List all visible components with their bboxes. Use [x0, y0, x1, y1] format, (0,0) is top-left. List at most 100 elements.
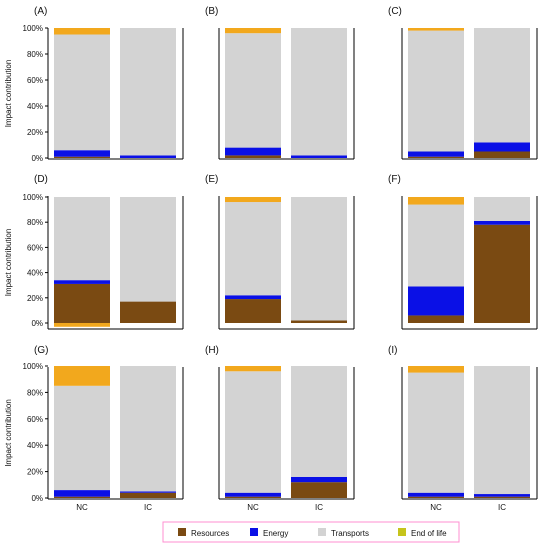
panel-label: (G) [34, 345, 48, 356]
bar-segment [225, 492, 281, 497]
bar-segment [408, 156, 464, 158]
panel-label: (F) [388, 174, 401, 185]
bar-segment [225, 202, 281, 296]
bar-segment [474, 496, 530, 498]
y-tick-label: 100% [23, 362, 43, 371]
bar-segment [54, 197, 110, 281]
legend-swatch [318, 528, 326, 536]
bar-segment [474, 28, 530, 143]
chart-panel: (G) 0% 20% 40% 60% 80% 100% Impact contribution… [4, 345, 184, 512]
panel-label: (D) [34, 174, 48, 185]
bar-segment [408, 151, 464, 157]
bar-segment [408, 204, 464, 287]
chart-panel: (C) [388, 6, 538, 160]
panel-label: (I) [388, 345, 397, 356]
bar-segment [54, 366, 110, 386]
y-axis-title: Impact contribution [4, 60, 13, 128]
bar-segment [474, 494, 530, 497]
panel-label: (B) [205, 6, 218, 17]
bar-segment [225, 366, 281, 372]
chart-panel: (E) [205, 174, 355, 330]
legend: Resources Energy Transports End of life [162, 521, 460, 543]
bar-segment [54, 28, 110, 35]
chart-panel: (F) [388, 174, 538, 330]
bar-segment [54, 323, 110, 327]
bar-segment [291, 197, 347, 321]
bar-segment [225, 496, 281, 498]
bar-segment [54, 283, 110, 323]
y-axis-title: Impact contribution [4, 229, 13, 297]
bar-segment [225, 28, 281, 34]
legend-swatch [250, 528, 258, 536]
legend-label: Resources [191, 529, 229, 538]
bar-segment [225, 197, 281, 203]
y-tick-label: 40% [27, 269, 43, 278]
bar-segment [291, 155, 347, 158]
bar-segment [408, 372, 464, 493]
y-tick-label: 80% [27, 388, 43, 397]
bar-segment [474, 142, 530, 152]
bar-segment [408, 28, 464, 31]
y-tick-label: 80% [27, 50, 43, 59]
bar-segment [225, 295, 281, 300]
y-tick-label: 100% [23, 24, 43, 33]
y-tick-label: 20% [27, 128, 43, 137]
legend-swatch [178, 528, 186, 536]
panel-label: (C) [388, 6, 402, 17]
bar-segment [225, 371, 281, 493]
bar-segment [120, 301, 176, 323]
bar-segment [408, 197, 464, 205]
bar-segment [474, 366, 530, 495]
bar-segment [408, 366, 464, 373]
chart-panel: (D) 0% 20% 40% 60% 80% 100% Impact contribution [4, 174, 184, 330]
bar-segment [54, 156, 110, 158]
panel-label: (H) [205, 345, 219, 356]
bar-segment [408, 286, 464, 316]
x-tick-label: IC [144, 503, 152, 512]
y-tick-label: 0% [31, 494, 43, 503]
chart-panel: (B) [205, 6, 355, 160]
panel-label: (E) [205, 174, 218, 185]
bar-segment [225, 299, 281, 323]
y-tick-label: 60% [27, 243, 43, 252]
panel-label: (A) [34, 6, 47, 17]
y-tick-label: 20% [27, 294, 43, 303]
bar-segment [120, 28, 176, 156]
x-tick-label: IC [315, 503, 323, 512]
bar-segment [408, 492, 464, 497]
bar-segment [225, 155, 281, 158]
bar-segment [120, 491, 176, 493]
bar-segment [408, 30, 464, 152]
bar-segment [54, 490, 110, 497]
y-tick-label: 0% [31, 154, 43, 163]
y-tick-label: 100% [23, 193, 43, 202]
bar-segment [291, 482, 347, 498]
legend-swatch [398, 528, 406, 536]
bar-segment [225, 147, 281, 156]
x-tick-label: NC [76, 503, 88, 512]
x-tick-label: NC [430, 503, 442, 512]
bar-segment [225, 33, 281, 148]
bar-segment [120, 366, 176, 492]
bar-segment [474, 224, 530, 323]
y-tick-label: 40% [27, 441, 43, 450]
bar-segment [54, 280, 110, 284]
x-tick-label: NC [247, 503, 259, 512]
y-axis-title: Impact contribution [4, 399, 13, 467]
bar-segment [291, 476, 347, 483]
legend-box [162, 521, 460, 543]
chart-panel: (I) NC IC [388, 345, 538, 512]
bar-segment [54, 150, 110, 157]
bar-segment [120, 155, 176, 158]
bar-segment [291, 366, 347, 477]
legend-label: End of life [411, 529, 447, 538]
bar-segment [291, 28, 347, 156]
legend-label: Transports [331, 529, 369, 538]
bar-segment [54, 385, 110, 491]
bar-segment [474, 151, 530, 158]
bar-segment [54, 496, 110, 498]
bar-segment [408, 496, 464, 498]
chart-panel: (A) 0% 20% 40% 60% 80% 100% Impact contribution [4, 6, 184, 163]
y-tick-label: 20% [27, 468, 43, 477]
